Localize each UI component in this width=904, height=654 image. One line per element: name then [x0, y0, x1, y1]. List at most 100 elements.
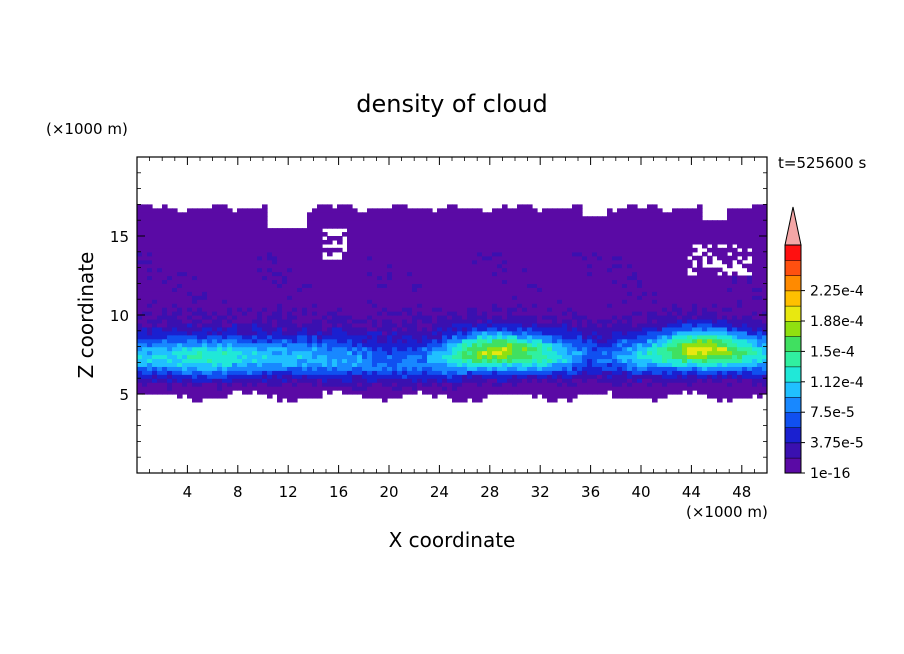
density-cell	[527, 255, 533, 261]
density-cell	[472, 295, 478, 300]
density-cell	[557, 334, 563, 340]
density-cell	[532, 259, 538, 265]
density-cell	[702, 338, 708, 344]
density-cell	[307, 275, 313, 281]
density-cell	[282, 338, 288, 344]
density-cell	[582, 271, 588, 277]
density-cell	[157, 267, 163, 273]
density-cell	[182, 299, 188, 304]
density-cell	[587, 275, 593, 281]
density-cell	[467, 283, 473, 288]
density-cell	[392, 382, 398, 387]
density-cell	[702, 378, 708, 383]
density-cell	[407, 366, 413, 371]
density-cell	[567, 255, 573, 261]
density-cell	[512, 326, 518, 332]
density-cell	[587, 338, 593, 344]
density-cell	[162, 247, 168, 253]
density-cell	[342, 318, 348, 324]
density-cell	[142, 255, 148, 261]
density-cell	[297, 236, 303, 241]
density-cell	[142, 334, 148, 340]
density-cell	[437, 322, 443, 328]
density-cell	[422, 362, 428, 367]
density-cell	[372, 299, 378, 304]
density-cell	[682, 350, 688, 356]
density-cell	[207, 243, 213, 249]
density-cell	[332, 236, 338, 241]
density-cell	[682, 311, 688, 316]
density-cell	[352, 330, 358, 336]
density-cell	[207, 291, 213, 296]
density-cell	[757, 378, 763, 383]
density-cell	[152, 287, 158, 292]
density-cell	[362, 358, 368, 363]
density-cell	[652, 275, 658, 281]
density-cell	[492, 275, 498, 281]
density-cell	[562, 338, 568, 344]
density-cell	[422, 382, 428, 387]
density-cell	[392, 247, 398, 253]
density-cell	[377, 239, 383, 245]
density-cell	[172, 299, 178, 304]
density-cell	[277, 342, 283, 348]
density-cell	[317, 354, 323, 360]
density-cell	[527, 239, 533, 245]
density-cell	[402, 366, 408, 371]
density-cell	[522, 287, 528, 292]
density-cell	[747, 275, 753, 281]
density-cell	[152, 358, 158, 363]
density-cell	[622, 318, 628, 324]
density-cell	[247, 255, 253, 261]
density-cell	[217, 263, 223, 269]
density-cell	[352, 366, 358, 371]
density-cell	[347, 374, 353, 379]
density-cell	[282, 307, 288, 312]
density-cell	[442, 318, 448, 324]
density-cell	[437, 239, 443, 245]
density-cell	[457, 346, 463, 352]
density-cell	[227, 362, 233, 367]
density-cell	[662, 386, 668, 391]
density-cell	[292, 255, 298, 261]
density-cell	[492, 318, 498, 324]
density-cell	[572, 291, 578, 296]
density-cell	[612, 390, 618, 395]
density-cell	[432, 295, 438, 300]
density-cell	[302, 275, 308, 281]
density-cell	[642, 354, 648, 360]
density-cell	[627, 303, 633, 308]
density-cell	[222, 251, 228, 257]
density-cell	[177, 318, 183, 324]
density-cell	[442, 275, 448, 281]
density-cell	[587, 255, 593, 261]
density-cell	[567, 342, 573, 348]
density-cell	[657, 259, 663, 265]
density-cell	[292, 326, 298, 332]
density-cell	[442, 236, 448, 241]
density-cell	[257, 374, 263, 379]
density-cell	[237, 263, 243, 269]
density-cell	[502, 263, 508, 269]
density-cell	[367, 275, 373, 281]
density-cell	[172, 251, 178, 257]
y-unit-label: (×1000 m)	[46, 120, 128, 138]
density-cell	[687, 318, 693, 324]
density-cell	[497, 382, 503, 387]
density-cell	[277, 311, 283, 316]
density-cell	[717, 370, 723, 375]
density-cell	[412, 279, 418, 284]
density-cell	[252, 362, 258, 367]
density-cell	[412, 382, 418, 387]
density-cell	[272, 330, 278, 336]
density-cell	[717, 394, 723, 399]
density-cell	[407, 311, 413, 316]
density-cell	[627, 271, 633, 277]
density-cell	[727, 295, 733, 300]
density-cell	[667, 287, 673, 292]
density-cell	[537, 362, 543, 367]
density-cell	[652, 318, 658, 324]
density-cell	[712, 350, 718, 356]
density-cell	[712, 315, 718, 320]
density-cell	[752, 354, 758, 360]
